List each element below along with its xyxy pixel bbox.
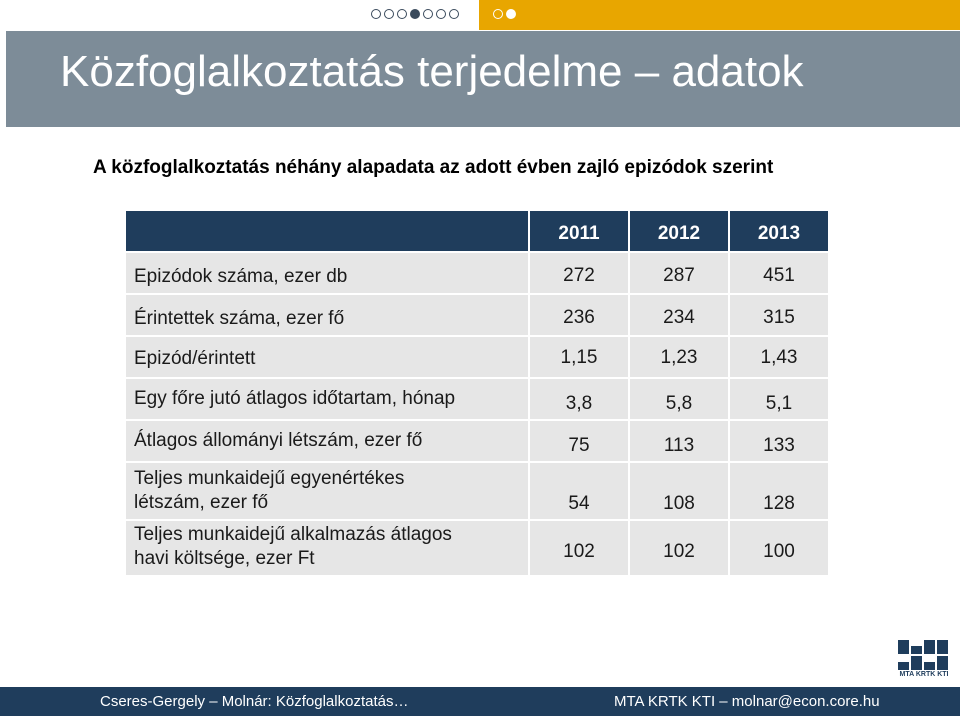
row-value: 100 <box>730 521 828 575</box>
progress-dot-current[interactable] <box>506 9 516 19</box>
row-value: 1,15 <box>530 337 628 377</box>
row-value: 236 <box>530 295 628 335</box>
row-label: Egy főre jutó átlagos időtartam, hónap <box>126 379 528 419</box>
row-value: 133 <box>730 421 828 461</box>
row-label: Teljes munkaidejű egyenértékes létszám, e… <box>126 463 528 519</box>
logo-text: MTA KRTK KTI <box>899 671 949 678</box>
row-value: 54 <box>530 463 628 519</box>
top-navigation-bar <box>0 0 960 30</box>
logo-icon <box>898 640 950 670</box>
row-value: 315 <box>730 295 828 335</box>
row-value: 3,8 <box>530 379 628 419</box>
slide-title: Közfoglalkoztatás terjedelme – adatok <box>60 47 804 96</box>
progress-dot[interactable] <box>449 9 459 19</box>
section-progress-dots <box>493 9 516 19</box>
progress-dot[interactable] <box>384 9 394 19</box>
row-label: Epizód/érintett <box>126 337 528 377</box>
footer-authors: Cseres-Gergely – Molnár: Közfoglalkoztat… <box>100 693 409 710</box>
progress-dot-current[interactable] <box>410 9 420 19</box>
row-value: 102 <box>630 521 728 575</box>
table-row: Átlagos állományi létszám, ezer fő 75 11… <box>126 421 828 461</box>
row-value: 272 <box>530 253 628 293</box>
table-header-row: 2011 2012 2013 <box>126 211 828 251</box>
year-header: 2013 <box>730 211 828 251</box>
row-value: 128 <box>730 463 828 519</box>
section-bar <box>479 0 960 30</box>
row-value: 108 <box>630 463 728 519</box>
progress-dot[interactable] <box>371 9 381 19</box>
table-row: Epizódok száma, ezer db 272 287 451 <box>126 253 828 293</box>
row-value: 113 <box>630 421 728 461</box>
row-label: Átlagos állományi létszám, ezer fő <box>126 421 528 461</box>
row-value: 287 <box>630 253 728 293</box>
row-value: 102 <box>530 521 628 575</box>
table-row: Érintettek száma, ezer fő 236 234 315 <box>126 295 828 335</box>
table-row: Egy főre jutó átlagos időtartam, hónap 3… <box>126 379 828 419</box>
row-value: 5,1 <box>730 379 828 419</box>
footer-contact: MTA KRTK KTI – molnar@econ.core.hu <box>614 693 880 710</box>
header-blank-cell <box>126 211 528 251</box>
table-row: Teljes munkaidejű egyenértékes létszám, e… <box>126 463 828 519</box>
row-value: 451 <box>730 253 828 293</box>
row-label: Érintettek száma, ezer fő <box>126 295 528 335</box>
row-label: Epizódok száma, ezer db <box>126 253 528 293</box>
progress-dot[interactable] <box>493 9 503 19</box>
table-row: Teljes munkaidejű alkalmazás átlagos havi… <box>126 521 828 575</box>
row-label: Teljes munkaidejű alkalmazás átlagos havi… <box>126 521 528 575</box>
row-value: 1,43 <box>730 337 828 377</box>
row-value: 234 <box>630 295 728 335</box>
slide-subtitle: A közfoglalkoztatás néhány alapadata az … <box>93 157 774 178</box>
progress-dot[interactable] <box>436 9 446 19</box>
mta-krtk-kti-logo: MTA KRTK KTI <box>898 640 950 686</box>
year-header: 2012 <box>630 211 728 251</box>
year-header: 2011 <box>530 211 628 251</box>
table-row: Epizód/érintett 1,15 1,23 1,43 <box>126 337 828 377</box>
row-value: 5,8 <box>630 379 728 419</box>
row-value: 1,23 <box>630 337 728 377</box>
title-band <box>6 31 960 127</box>
progress-dot[interactable] <box>423 9 433 19</box>
slide-progress-dots <box>371 9 459 19</box>
row-value: 75 <box>530 421 628 461</box>
footer-bar <box>0 687 960 716</box>
progress-dot[interactable] <box>397 9 407 19</box>
data-table: 2011 2012 2013 Epizódok száma, ezer db 2… <box>124 209 830 577</box>
